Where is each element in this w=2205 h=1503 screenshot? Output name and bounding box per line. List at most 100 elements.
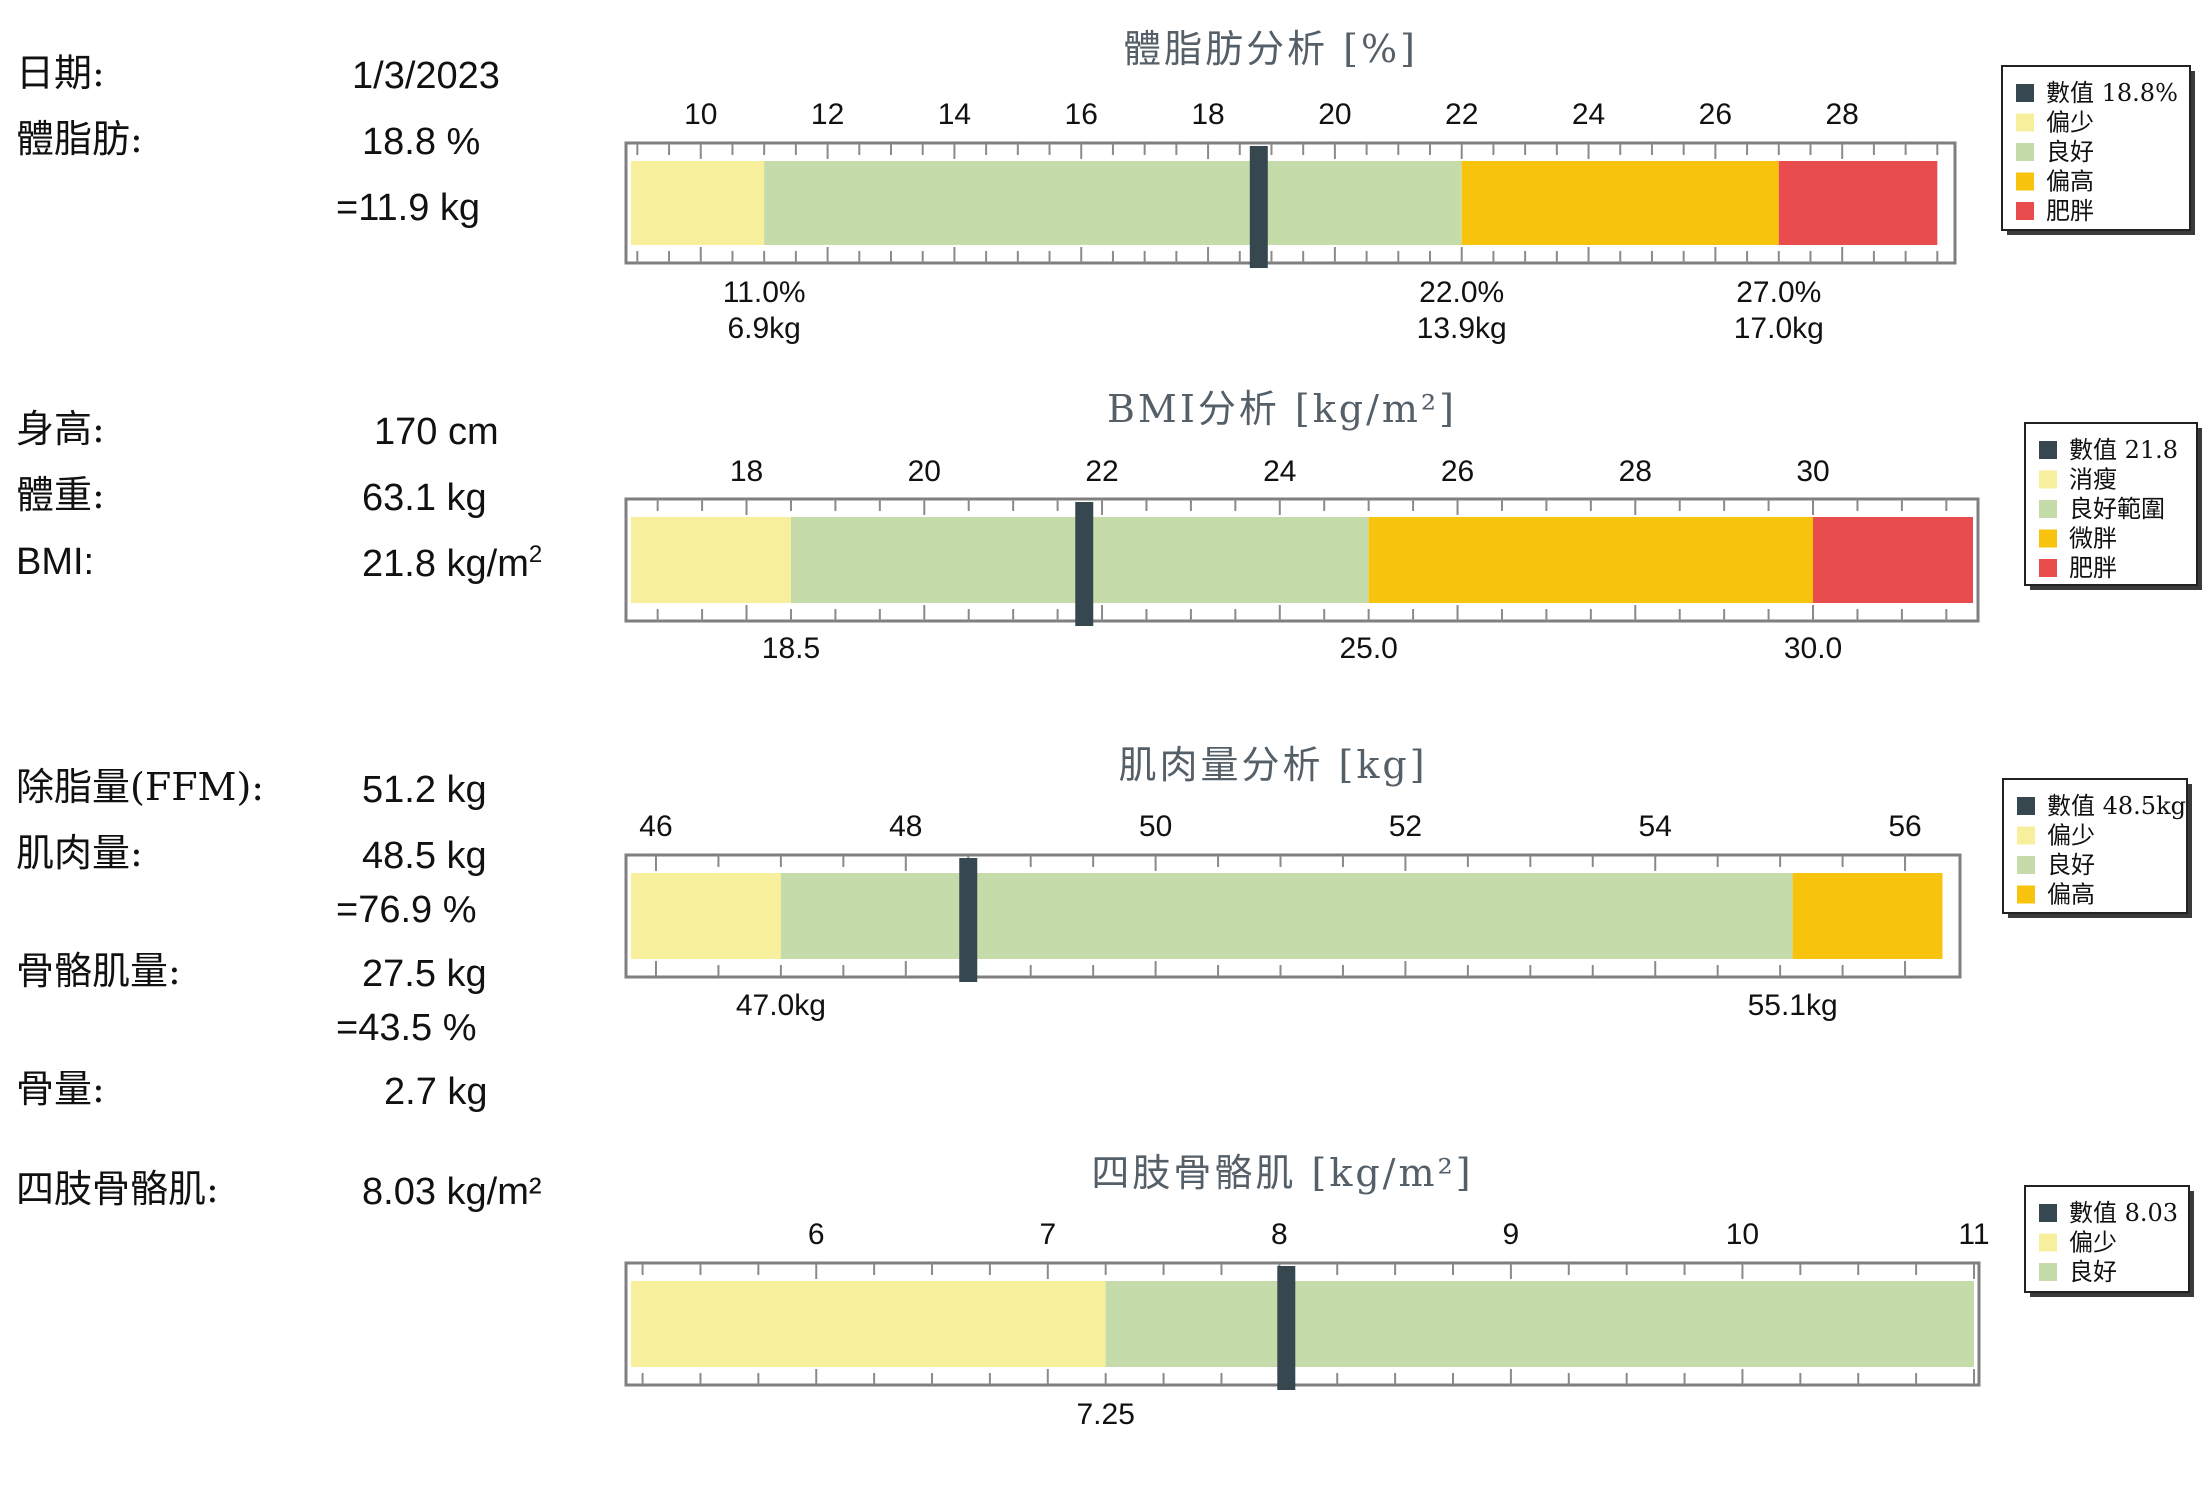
tick-label: 11 [1958, 1218, 1989, 1251]
threshold-label: 6.9kg [727, 312, 800, 345]
range-band [1778, 161, 1938, 245]
legend-swatch [2017, 856, 2035, 874]
tick-label: 7 [1039, 1218, 1056, 1251]
threshold-label: 27.0% [1736, 276, 1821, 309]
height-value: 170 cm [374, 411, 499, 453]
tick-label: 24 [1263, 455, 1296, 488]
legend-label: 消瘦 [2069, 466, 2117, 494]
range-band [1105, 1281, 1974, 1367]
tick-label: 16 [1065, 98, 1098, 131]
legend-swatch [2016, 113, 2034, 132]
chart-title: 體脂肪分析 [%] [1123, 27, 1418, 71]
chart-title: 肌肉量分析 [kg] [1118, 743, 1427, 787]
legend-swatch [2039, 1263, 2057, 1281]
legend-label: 偏少 [2046, 109, 2094, 137]
legend-label: 偏高 [2046, 168, 2094, 196]
bmi-value: 21.8 kg/m2 [362, 541, 542, 585]
bmi-value-text: 21.8 kg/m [362, 543, 529, 585]
threshold-label: 11.0% [723, 276, 806, 309]
legend-label: 肥胖 [2046, 197, 2094, 225]
legend-label: 偏高 [2047, 881, 2095, 909]
legend-swatch [2016, 143, 2034, 161]
range-band [1461, 161, 1779, 245]
muscle-pct: =76.9 % [336, 889, 477, 931]
threshold-label: 17.0kg [1734, 312, 1824, 345]
legend-label: 良好範圍 [2069, 495, 2165, 523]
legend-swatch [2039, 500, 2057, 518]
limb-label: 四肢骨骼肌: [16, 1167, 219, 1211]
date-value: 1/3/2023 [352, 55, 500, 97]
tick-label: 22 [1085, 455, 1118, 488]
legend-label: 數值 48.5kg [2047, 792, 2186, 820]
range-band [1368, 517, 1814, 603]
skeletal-label: 骨骼肌量: [16, 949, 181, 993]
tick-label: 24 [1572, 98, 1605, 131]
threshold-label: 25.0 [1339, 632, 1397, 665]
tick-label: 46 [639, 810, 672, 843]
range-band [631, 161, 765, 245]
tick-label: 18 [1191, 98, 1224, 131]
tick-label: 18 [730, 455, 763, 488]
range-band [1813, 517, 1973, 603]
bmi-value-sup: 2 [529, 541, 542, 568]
tick-label: 30 [1796, 455, 1829, 488]
tick-label: 50 [1139, 810, 1172, 843]
height-label: 身高: [16, 407, 105, 451]
analysis-charts: 體脂肪分析 [%] 10 12 14 16 18 20 22 24 26 28 11.0%6.9kg 2… [624, 27, 2202, 1431]
threshold-label: 22.0% [1419, 276, 1504, 309]
tick-label: 28 [1619, 455, 1652, 488]
tick-label: 26 [1699, 98, 1732, 131]
bone-label: 骨量: [16, 1067, 105, 1111]
chart-3: 肌肉量分析 [kg] 46 48 50 52 54 56 47.0kg 55.1kg 數值 48.… [624, 743, 2192, 1022]
legend-swatch [2039, 441, 2057, 459]
legend-label: 微胖 [2069, 525, 2117, 553]
tick-label: 20 [1318, 98, 1351, 131]
date-label: 日期: [16, 51, 105, 95]
tick-label: 54 [1639, 810, 1672, 843]
legend-swatch [2016, 84, 2034, 102]
ffm-label: 除脂量(FFM): [16, 765, 264, 809]
legend-swatch [2016, 172, 2034, 191]
threshold-label: 18.5 [762, 632, 820, 665]
legend-label: 偏少 [2047, 822, 2095, 850]
bodyfat-kg: =11.9 kg [336, 187, 480, 229]
muscle-label: 肌肉量: [16, 831, 143, 875]
legend-swatch [2039, 470, 2057, 489]
tick-label: 14 [938, 98, 971, 131]
legend-label: 肥胖 [2069, 554, 2117, 582]
tick-label: 22 [1445, 98, 1478, 131]
legend-swatch [2039, 1233, 2057, 1252]
legend-swatch [2016, 202, 2034, 220]
legend-label: 良好 [2046, 138, 2094, 166]
tick-label: 26 [1441, 455, 1474, 488]
tick-label: 52 [1389, 810, 1422, 843]
legend-swatch [2017, 797, 2035, 815]
ffm-value: 51.2 kg [362, 769, 487, 811]
legend-swatch [2039, 529, 2057, 548]
tick-label: 9 [1503, 1218, 1520, 1251]
tick-label: 48 [889, 810, 922, 843]
legend-swatch [2039, 559, 2057, 577]
chart-1: 體脂肪分析 [%] 10 12 14 16 18 20 22 24 26 28 11.0%6.9kg 2… [624, 27, 2195, 345]
weight-value: 63.1 kg [362, 477, 487, 519]
value-marker [1249, 146, 1268, 268]
threshold-label: 13.9kg [1417, 312, 1507, 345]
bone-value: 2.7 kg [384, 1071, 488, 1113]
tick-label: 8 [1271, 1218, 1288, 1251]
range-band [631, 1281, 1106, 1367]
range-band [780, 873, 1793, 959]
tick-label: 20 [908, 455, 941, 488]
tick-label: 56 [1888, 810, 1921, 843]
info-panel: 日期: 1/3/2023 體脂肪: 18.8 % =11.9 kg 身高: 17… [16, 51, 542, 1213]
bmi-label: BMI: [16, 541, 94, 583]
range-band [631, 517, 791, 603]
tick-label: 6 [808, 1218, 825, 1251]
range-band [631, 873, 781, 959]
skeletal-pct: =43.5 % [336, 1007, 477, 1049]
tick-label: 28 [1826, 98, 1859, 131]
legend-label: 數值 8.03 [2069, 1199, 2178, 1227]
